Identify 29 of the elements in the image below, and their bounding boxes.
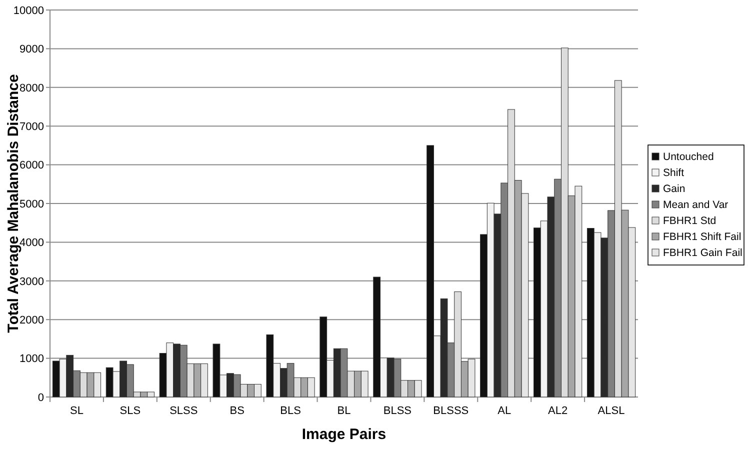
x-tick-label: AL <box>498 405 512 417</box>
y-tick-label: 1000 <box>20 353 44 366</box>
y-tick-label: 0 <box>38 392 44 404</box>
y-tick-label: 6000 <box>20 160 44 172</box>
x-tick-label: SL <box>70 405 84 417</box>
legend-label: Shift <box>663 167 684 179</box>
y-tick-label: 3000 <box>20 276 44 288</box>
legend-label: Untouched <box>663 151 714 163</box>
x-axis-title: Image Pairs <box>302 426 386 443</box>
x-tick-label: BLSSS <box>433 405 469 417</box>
x-tick-label: BS <box>230 405 244 417</box>
y-tick-label: 9000 <box>20 44 44 56</box>
legend-label: Mean and Var <box>663 199 729 211</box>
legend-label: Gain <box>663 183 686 195</box>
x-tick-label: AL2 <box>548 405 568 417</box>
x-tick-label: BLS <box>280 405 301 417</box>
y-tick-label: 8000 <box>20 82 44 94</box>
x-tick-label: BL <box>337 405 351 417</box>
x-tick-label: SLSS <box>170 405 198 417</box>
x-tick-label: ALSL <box>598 405 625 417</box>
legend-label: FBHR1 Std <box>663 215 716 227</box>
legend-label: FBHR1 Gain Fail <box>663 247 742 259</box>
y-tick-label: 10000 <box>13 4 44 17</box>
x-tick-label: BLSS <box>383 405 412 417</box>
y-tick-label: 5000 <box>20 198 44 210</box>
y-tick-label: 2000 <box>20 314 44 326</box>
y-tick-label: 7000 <box>20 120 44 133</box>
legend-label: FBHR1 Shift Fail <box>663 231 742 243</box>
x-tick-label: SLS <box>120 405 141 417</box>
